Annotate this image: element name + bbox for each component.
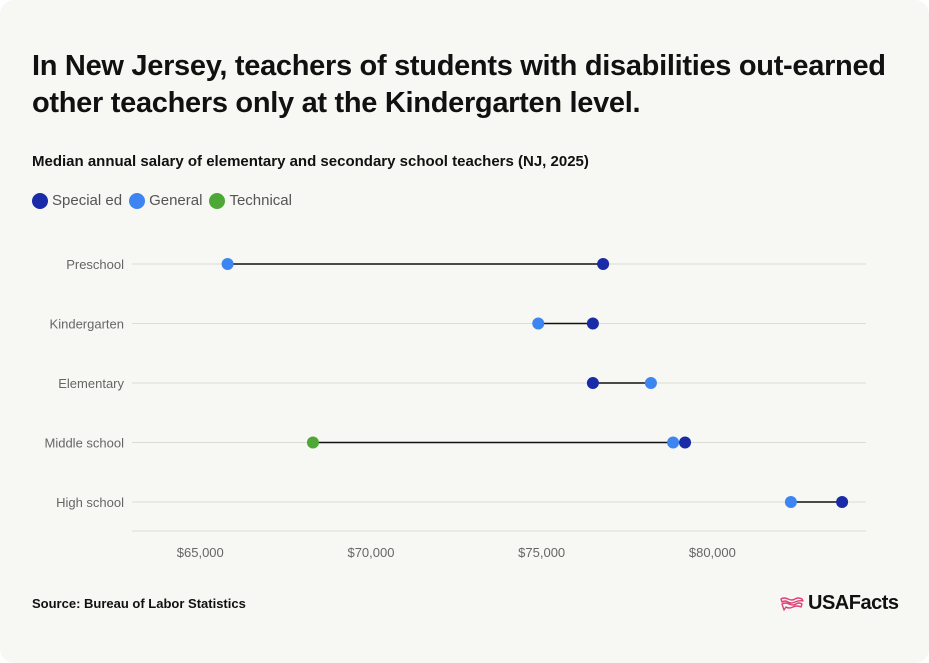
point-technical-middle-school (306, 436, 319, 449)
legend-label-special-ed: Special ed (52, 192, 123, 209)
legend-label-general: General (149, 192, 203, 209)
legend-dot-technical (209, 192, 226, 209)
chart-headline: In New Jersey, teachers of students with… (32, 50, 886, 119)
point-special-ed-middle-school (679, 436, 692, 449)
point-general-kindergarten (532, 317, 545, 330)
x-tick-label: $65,000 (177, 545, 224, 560)
point-general-preschool (221, 258, 234, 270)
point-special-ed-high-school (836, 496, 849, 508)
point-general-elementary (644, 377, 657, 389)
legend-dot-general (129, 192, 146, 209)
point-special-ed-preschool (597, 258, 610, 270)
legend-item-technical: Technical (209, 192, 292, 209)
point-general-middle-school (667, 436, 680, 449)
point-special-ed-kindergarten (586, 317, 599, 330)
category-label-elementary: Elementary (58, 376, 124, 391)
category-label-middle-school: Middle school (45, 436, 125, 451)
brand-name: USAFacts (808, 592, 899, 614)
x-tick-label: $80,000 (689, 545, 736, 560)
chart-subtitle: Median annual salary of elementary and s… (32, 153, 589, 170)
usafacts-logo: USAFacts (780, 592, 899, 615)
x-tick-label: $70,000 (347, 545, 394, 560)
legend-item-general: General (129, 192, 202, 209)
legend-dot-special-ed (32, 192, 48, 209)
legend-item-special-ed: Special ed (32, 192, 122, 209)
source-note: Source: Bureau of Labor Statistics (32, 596, 246, 611)
category-label-preschool: Preschool (66, 257, 124, 272)
usa-map-flag-icon (780, 596, 804, 611)
legend: Special ed General Technical (32, 192, 299, 209)
legend-label-technical: Technical (229, 192, 292, 209)
category-label-kindergarten: Kindergarten (50, 317, 124, 332)
point-special-ed-elementary (586, 377, 599, 389)
x-tick-label: $75,000 (518, 545, 565, 560)
point-general-high-school (784, 496, 797, 508)
category-label-high-school: High school (56, 495, 124, 510)
